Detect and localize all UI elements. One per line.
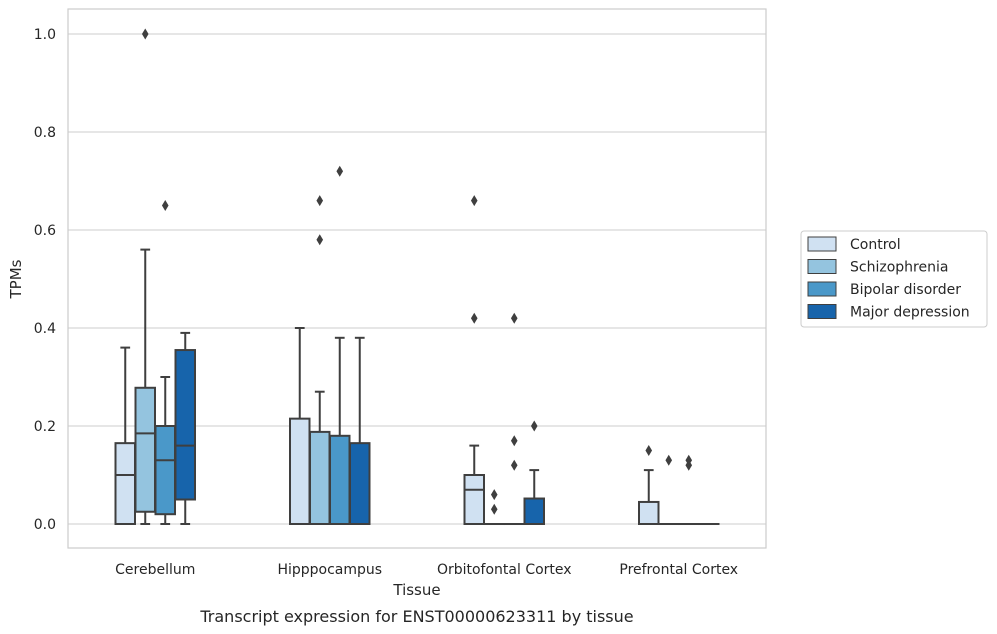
outlier-point [510,312,518,324]
box-body [638,500,660,526]
legend-label: Major depression [850,305,970,321]
box-body [289,417,311,525]
box-plot-area [114,28,720,526]
box-bipolar-disorder [503,312,525,526]
outlier-point [510,435,518,447]
box-bipolar-disorder [154,200,176,525]
box-major-depression [349,336,371,525]
box-control [463,195,485,525]
y-tick-label: 0.8 [34,125,56,141]
box-bipolar-disorder [329,165,351,525]
outlier-point [510,459,518,471]
box-body [463,474,485,525]
box-major-depression [174,331,196,525]
outlier-point [665,454,673,466]
outlier-point [470,312,478,324]
outlier-point [490,503,498,515]
box-body [329,434,351,525]
y-axis-label: TPMs [7,259,25,299]
legend-frame [800,230,988,328]
y-tick-label: 0.4 [34,321,56,337]
outlier-point [530,420,538,432]
x-tick-label: Prefrontal Cortex [619,562,738,578]
box-control [114,346,136,525]
x-axis-label: Tissue [392,581,440,599]
box-body [154,425,176,516]
box-bipolar-disorder [678,454,700,526]
legend-label: Control [850,237,901,253]
legend-label: Bipolar disorder [850,282,961,298]
box-control [289,327,311,525]
y-tick-labels: 0.0 0.2 0.4 0.6 0.8 1.0 [34,27,56,533]
x-tick-label: Cerebellum [115,562,195,578]
legend-swatch [807,236,837,252]
legend-swatch [807,304,837,319]
box-body [349,442,371,525]
box-body [523,497,545,525]
box-body [174,349,196,501]
legend-label: Schizophrenia [850,260,948,276]
y-tick-label: 0.2 [34,419,56,435]
box-body [134,386,156,513]
y-tick-label: 0.6 [34,223,56,239]
outlier-point [161,200,169,211]
outlier-point [141,28,149,40]
legend: Control Schizophrenia Bipolar disorder Majo… [800,230,988,328]
legend-swatch [807,281,837,297]
legend-swatch [807,259,837,274]
outlier-point [316,234,324,246]
outlier-point [685,454,693,466]
chart-caption: Transcript expression for ENST0000062331… [199,607,633,626]
outlier-point [470,195,478,207]
outlier-point [336,165,344,177]
box-control [638,445,660,526]
box-schizophrenia [134,28,156,525]
y-tick-label: 1.0 [34,27,56,43]
y-tick-label: 0.0 [34,517,56,533]
box-schizophrenia [658,454,680,526]
outlier-point [645,445,653,456]
x-tick-labels: Cerebellum Hipppocampus Orbitofontal Corte… [115,562,738,578]
box-body [114,442,136,525]
box-schizophrenia [483,489,505,526]
outlier-point [316,195,324,207]
outlier-point [490,489,498,501]
x-tick-label: Hipppocampus [277,562,382,578]
x-tick-label: Orbitofontal Cortex [437,562,572,578]
plot-frame [67,8,767,549]
box-major-depression [523,420,545,525]
box-body [309,430,331,526]
box-schizophrenia [309,195,331,526]
